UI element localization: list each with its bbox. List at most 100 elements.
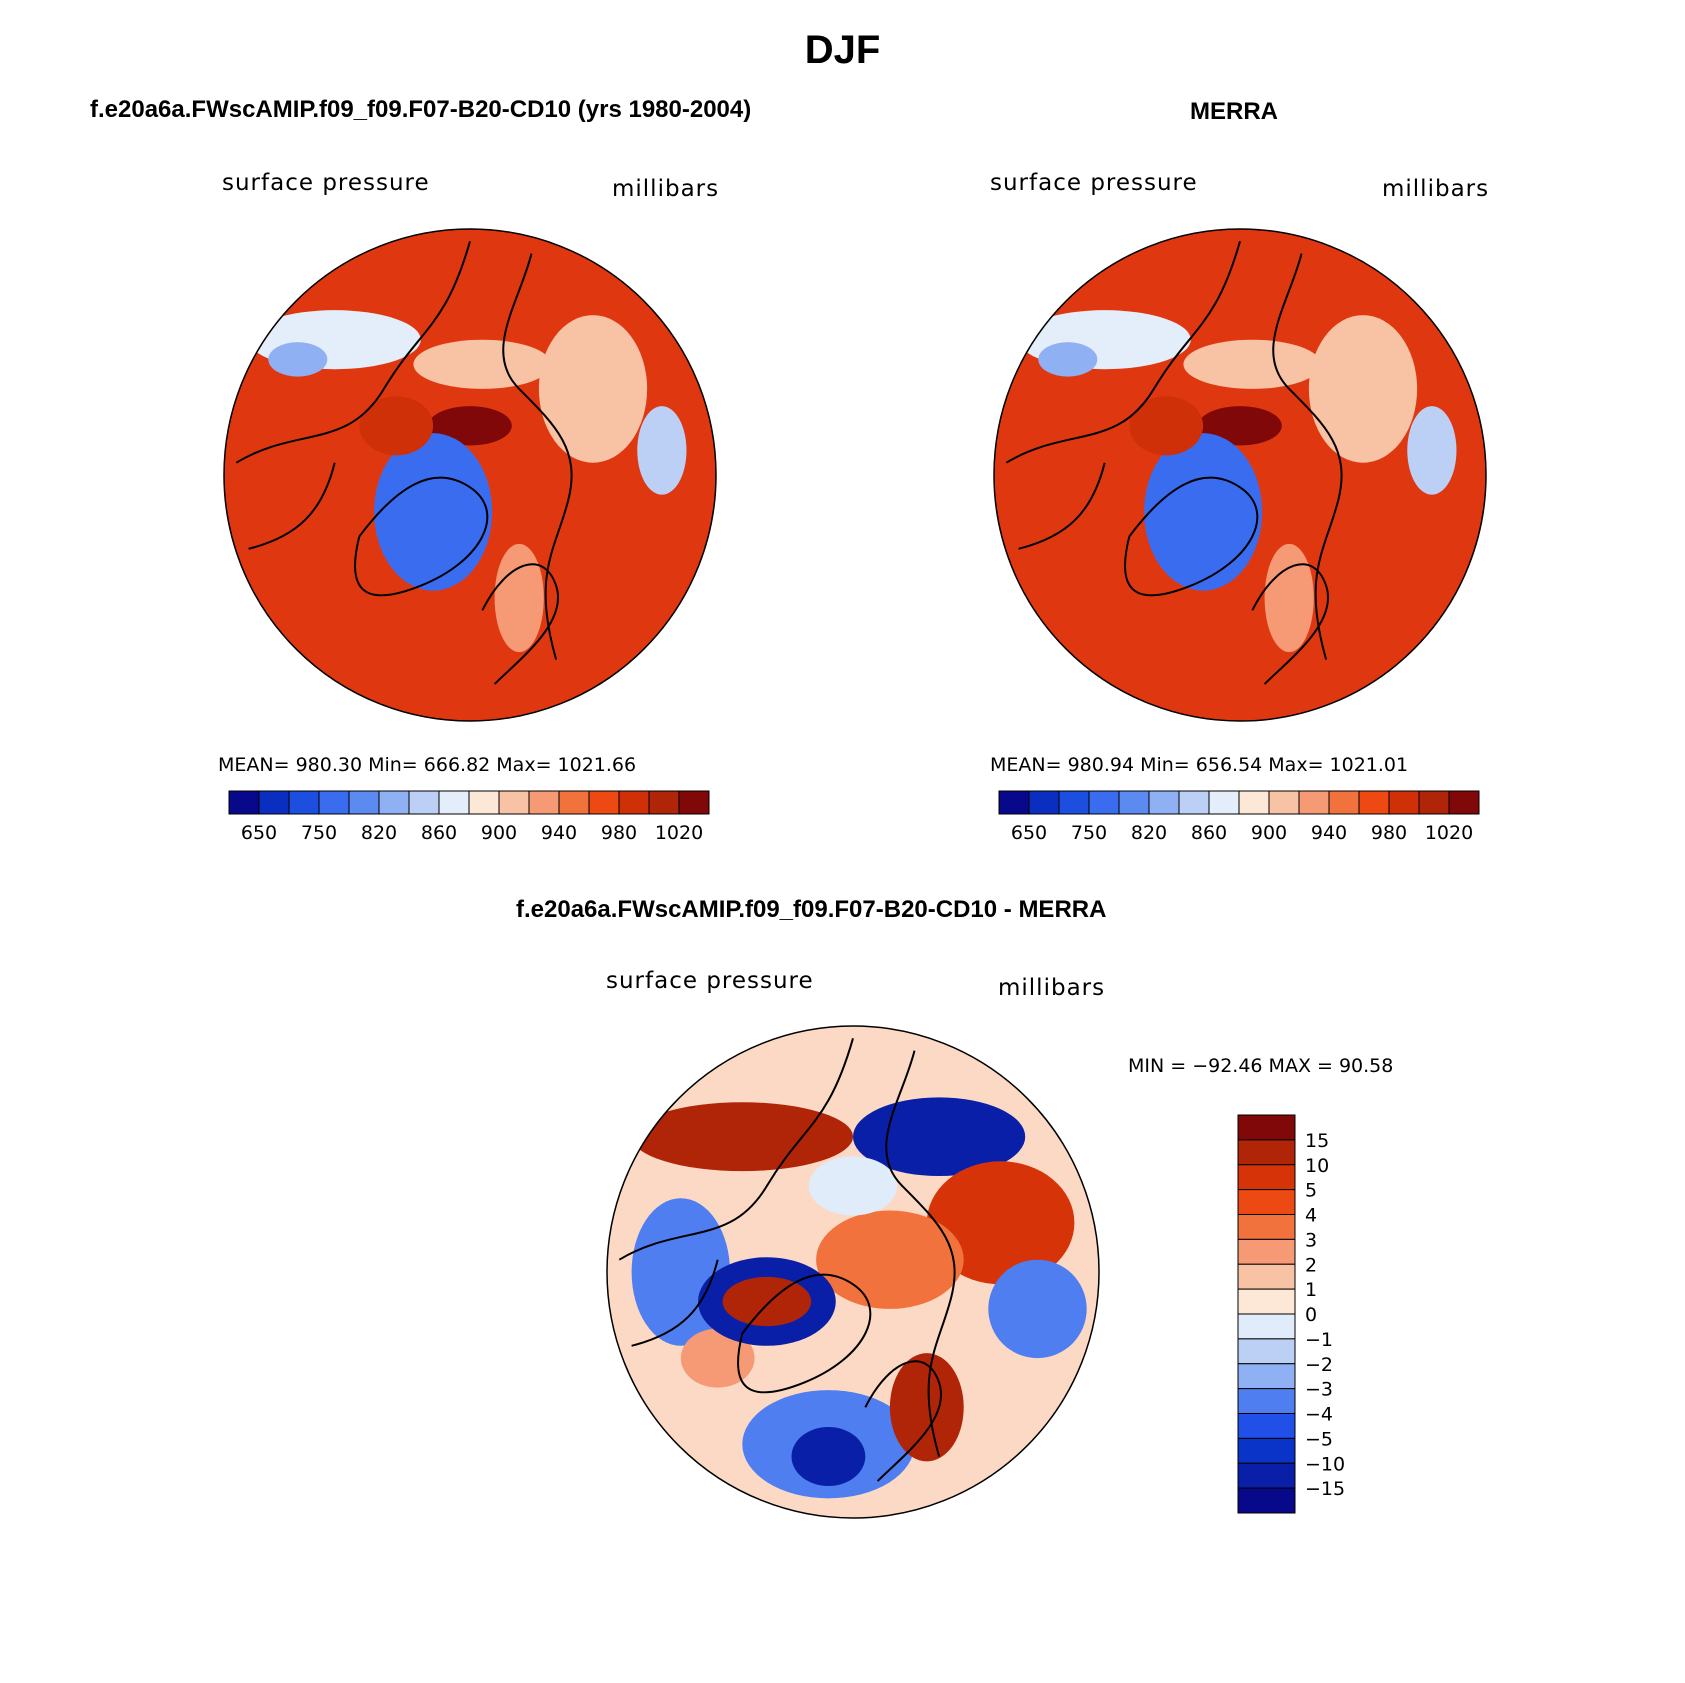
- colorbar-model-swatch: [468, 790, 500, 815]
- colorbar-difference-swatch: [1237, 1487, 1296, 1514]
- panel-diff-stats: MIN = −92.46 MAX = 90.58: [1128, 1055, 1394, 1077]
- map-difference: [606, 1025, 1100, 1519]
- colorbar-model-swatch: [618, 790, 650, 815]
- colorbar-model-swatch: [408, 790, 440, 815]
- colorbar-model-tick-label: 900: [481, 822, 517, 844]
- colorbar-merra-swatch: [1328, 790, 1360, 815]
- colorbar-difference-tick-label: −3: [1305, 1379, 1333, 1401]
- map-model-field: [224, 229, 716, 721]
- map-merra-coastline: [1124, 476, 1259, 597]
- map-difference-contour-region: [926, 1161, 1075, 1285]
- map-merra-contour-region: [1407, 406, 1457, 495]
- colorbar-difference-tick-label: −2: [1305, 1354, 1333, 1376]
- colorbar-merra-swatch: [1148, 790, 1180, 815]
- colorbar-merra-tick-label: 1020: [1425, 822, 1473, 844]
- map-merra-coastline: [1018, 462, 1106, 550]
- map-merra-contour-region: [1198, 406, 1282, 446]
- map-model-contour-region: [494, 543, 544, 653]
- colorbar-difference-tick-label: 10: [1305, 1155, 1329, 1177]
- map-difference-border: [606, 1025, 1100, 1519]
- map-difference-contour-region: [722, 1276, 812, 1327]
- colorbar-difference-swatch: [1237, 1338, 1296, 1365]
- colorbar-merra-swatch: [1448, 790, 1480, 815]
- map-merra-field: [994, 229, 1486, 721]
- map-model-border: [223, 228, 717, 722]
- colorbar-difference-swatch: [1237, 1413, 1296, 1439]
- colorbar-merra-swatch: [1298, 790, 1330, 815]
- colorbar-model-swatch: [228, 790, 260, 815]
- colorbar-difference-swatch: [1237, 1288, 1296, 1315]
- colorbar-merra-tick-label: 900: [1251, 822, 1287, 844]
- colorbar-merra-tick-label: 860: [1191, 822, 1227, 844]
- colorbar-merra-tick-label: 820: [1131, 822, 1167, 844]
- colorbar-difference-tick-label: 2: [1305, 1254, 1317, 1276]
- panel-merra-variable-label: surface pressure: [990, 170, 1198, 196]
- panel-model-stats: MEAN= 980.30 Min= 666.82 Max= 1021.66: [218, 754, 637, 776]
- figure-title: DJF: [804, 28, 881, 72]
- map-merra-contour-region: [1129, 396, 1204, 456]
- colorbar-model-swatch: [528, 790, 560, 815]
- map-merra-contour-region: [1308, 315, 1418, 463]
- colorbar-difference-tick-label: 5: [1305, 1180, 1317, 1202]
- map-difference-field: [607, 1026, 1099, 1518]
- map-model-contour-region: [359, 396, 434, 456]
- map-model: [223, 228, 717, 722]
- colorbar-model-swatch: [648, 790, 680, 815]
- colorbar-model-swatch: [588, 790, 620, 815]
- colorbar-difference-tick-label: −4: [1305, 1404, 1333, 1426]
- colorbar-merra-swatch: [1028, 790, 1060, 815]
- panel-merra-units-label: millibars: [1382, 176, 1490, 202]
- colorbar-model-tick-label: 750: [301, 822, 337, 844]
- colorbar-merra-tick-label: 980: [1371, 822, 1407, 844]
- map-difference-contour-region: [808, 1156, 898, 1216]
- colorbar-difference-swatch: [1237, 1462, 1296, 1489]
- colorbar-difference-tick-label: 4: [1305, 1205, 1317, 1227]
- panel-model-title: f.e20a6a.FWscAMIP.f09_f09.F07-B20-CD10 (…: [90, 96, 752, 123]
- colorbar-model: 650 750 820 860 900 940 980 1020: [228, 790, 710, 844]
- map-model-contour-region: [428, 406, 512, 446]
- map-difference-contour-region: [853, 1097, 1026, 1177]
- colorbar-model-tick-label: 860: [421, 822, 457, 844]
- colorbar-difference-tick-label: −15: [1305, 1478, 1345, 1500]
- colorbar-merra-swatch: [998, 790, 1030, 815]
- colorbar-merra-swatch: [1358, 790, 1390, 815]
- colorbar-merra-swatch: [1268, 790, 1300, 815]
- panel-model-variable-label: surface pressure: [222, 170, 430, 196]
- panel-model-units-label: millibars: [612, 176, 720, 202]
- colorbar-model-swatch: [318, 790, 350, 815]
- map-model-contour-region: [637, 406, 687, 495]
- map-model-coastline: [354, 476, 489, 597]
- panel-diff-title: f.e20a6a.FWscAMIP.f09_f09.F07-B20-CD10 -…: [516, 896, 1107, 923]
- colorbar-merra-swatch: [1388, 790, 1420, 815]
- map-model-contour-region: [374, 433, 493, 591]
- map-difference-contour-region: [680, 1328, 755, 1388]
- colorbar-merra-swatch: [1058, 790, 1090, 815]
- colorbar-merra: 650 750 820 860 900 940 980 1020: [998, 790, 1480, 844]
- map-difference-coastline: [631, 1259, 719, 1347]
- colorbar-merra-swatch: [1118, 790, 1150, 815]
- colorbar-difference-swatch: [1237, 1164, 1296, 1191]
- colorbar-difference-swatch: [1237, 1114, 1296, 1141]
- colorbar-merra-tick-label: 750: [1071, 822, 1107, 844]
- map-model-coastline: [248, 462, 336, 550]
- colorbar-model-swatch: [378, 790, 410, 815]
- panel-merra-stats: MEAN= 980.94 Min= 656.54 Max= 1021.01: [990, 754, 1409, 776]
- colorbar-merra-swatch: [1208, 790, 1240, 815]
- colorbar-difference-tick-label: 15: [1305, 1130, 1329, 1152]
- colorbar-merra-swatch: [1088, 790, 1120, 815]
- map-merra-contour-region: [1264, 543, 1314, 653]
- map-model-coastline: [481, 563, 559, 685]
- map-merra-contour-region: [1183, 339, 1322, 389]
- colorbar-difference-swatch: [1237, 1363, 1296, 1390]
- colorbar-model-swatch: [348, 790, 380, 815]
- map-merra-contour-region: [1038, 342, 1098, 377]
- colorbar-difference-swatch: [1237, 1238, 1296, 1265]
- map-difference-contour-region: [816, 1210, 964, 1309]
- map-model-contour-region: [413, 339, 552, 389]
- colorbar-model-swatch: [558, 790, 590, 815]
- colorbar-model-tick-label: 980: [601, 822, 637, 844]
- colorbar-model-swatch: [288, 790, 320, 815]
- colorbar-model-tick-label: 820: [361, 822, 397, 844]
- map-merra: [993, 228, 1487, 722]
